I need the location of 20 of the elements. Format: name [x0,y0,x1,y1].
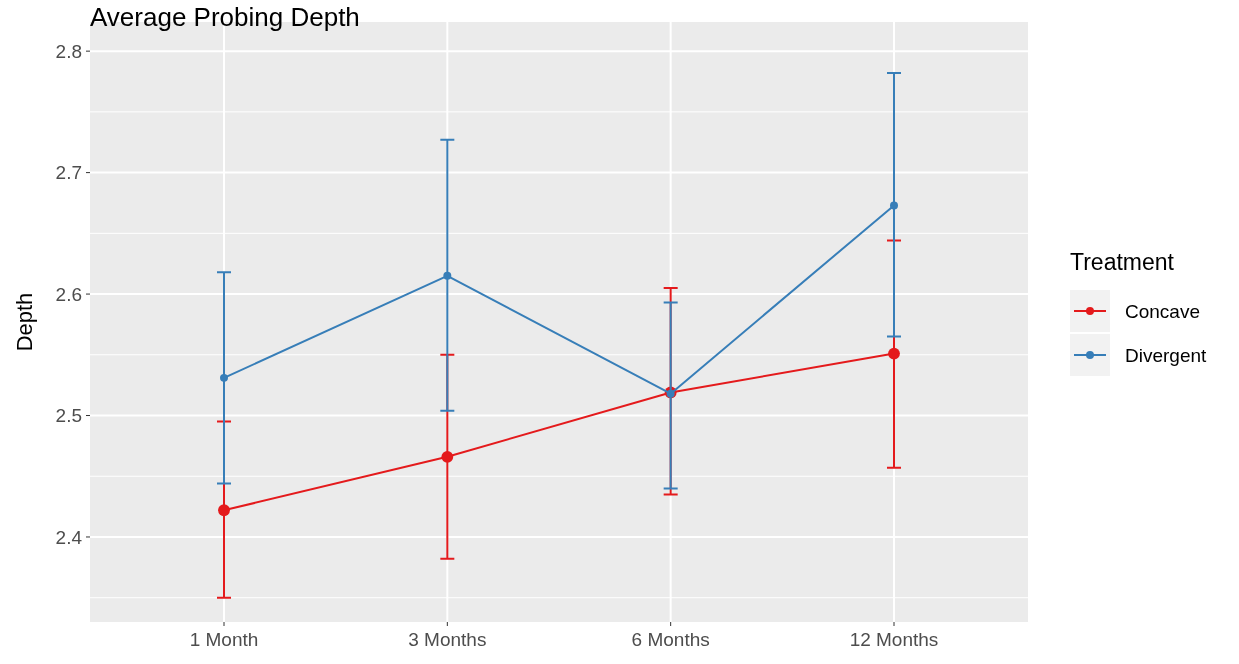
y-tick-label: 2.7 [55,162,82,184]
y-axis-title: Depth [12,292,37,352]
chart-title: Average Probing Depth [90,2,360,32]
point [218,504,230,517]
x-tick-label: 3 Months [408,629,487,650]
point [220,373,228,382]
point [443,271,452,280]
x-tick-label: 12 Months [849,629,939,650]
point [890,201,898,210]
legend-label: Concave [1125,300,1200,322]
x-tick-label: 1 Month [189,629,259,650]
legend-label: Divergent [1125,344,1208,366]
y-tick-label: 2.8 [55,40,82,62]
x-tick-label: 6 Months [631,629,710,650]
y-tick-label: 2.4 [55,526,83,548]
y-tick-label: 2.5 [55,405,82,427]
point [888,347,900,360]
point [441,450,454,463]
legend-title: Treatment [1070,249,1175,275]
y-tick-label: 2.6 [55,283,82,305]
